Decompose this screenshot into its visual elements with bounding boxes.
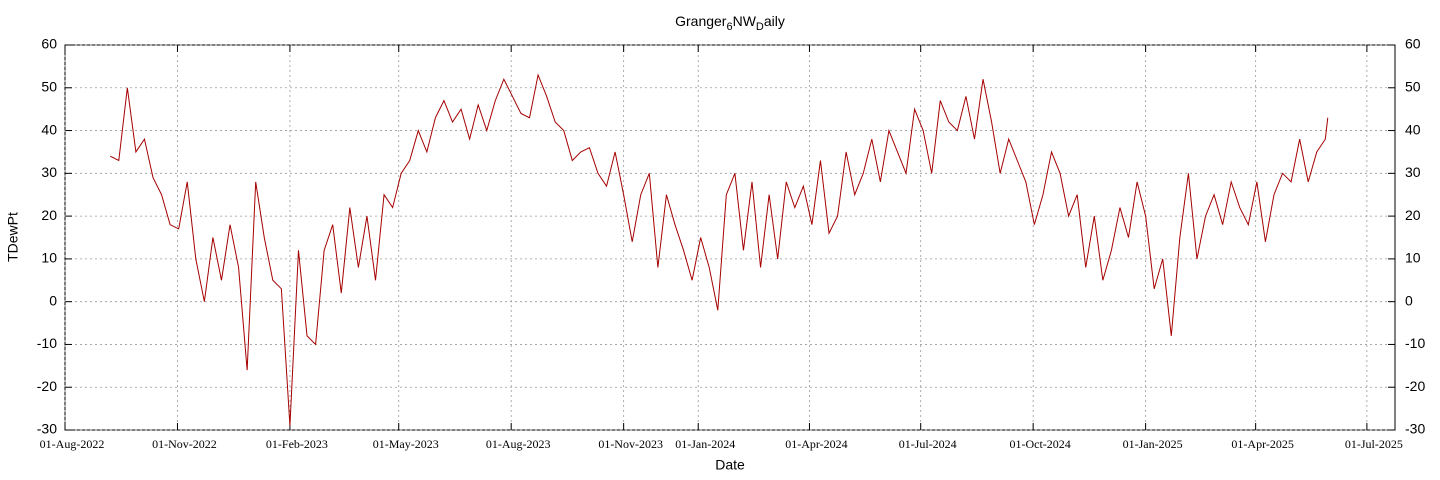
x-tick-label: 01-Feb-2023 — [266, 437, 328, 451]
y2-tick-label: 60 — [1405, 36, 1421, 52]
x-tick-label: 01-Nov-2023 — [598, 437, 663, 451]
x-tick-label: 01-Nov-2022 — [152, 437, 217, 451]
y-tick-label: 20 — [41, 207, 57, 223]
y-tick-label: 30 — [41, 164, 57, 180]
x-tick-label: 01-Aug-2023 — [486, 437, 551, 451]
y2-tick-label: 0 — [1405, 292, 1413, 308]
title-part: aily — [764, 13, 785, 29]
x-axis-label: Date — [715, 457, 745, 473]
title-part: Granger — [675, 13, 727, 29]
title-part: NW — [733, 13, 757, 29]
x-tick-label: 01-Aug-2022 — [40, 437, 105, 451]
x-tick-label: 01-Apr-2025 — [1231, 437, 1293, 451]
y-tick-label: -30 — [37, 421, 57, 437]
y2-tick-label: -10 — [1405, 335, 1425, 351]
x-tick-label: 01-Jan-2024 — [675, 437, 735, 451]
title-subscript: D — [756, 21, 764, 33]
x-tick-label: 01-Apr-2024 — [785, 437, 847, 451]
x-tick-label: 01-Oct-2024 — [1009, 437, 1070, 451]
y-tick-label: 10 — [41, 250, 57, 266]
y2-tick-label: 40 — [1405, 121, 1421, 137]
x-tick-label: 01-May-2023 — [373, 437, 439, 451]
data-line — [110, 73, 1329, 426]
y-tick-label: -10 — [37, 335, 57, 351]
title-subscript: 6 — [726, 21, 732, 33]
y-tick-label: 40 — [41, 121, 57, 137]
y2-tick-label: 20 — [1405, 207, 1421, 223]
y2-tick-label: 30 — [1405, 164, 1421, 180]
x-tick-label: 01-Jan-2025 — [1123, 437, 1183, 451]
x-tick-label: 01-Jul-2025 — [1345, 437, 1403, 451]
y-tick-label: 50 — [41, 78, 57, 94]
y2-tick-label: 10 — [1405, 250, 1421, 266]
y-axis-label: TDewPt — [5, 212, 21, 262]
y2-tick-label: -20 — [1405, 378, 1425, 394]
x-tick-label: 01-Jul-2024 — [899, 437, 957, 451]
y2-tick-label: -30 — [1405, 421, 1425, 437]
chart-title: Granger6NWDaily — [675, 13, 785, 33]
y2-tick-label: 50 — [1405, 78, 1421, 94]
y-tick-label: 0 — [49, 292, 57, 308]
y-tick-label: 60 — [41, 36, 57, 52]
y-tick-label: -20 — [37, 378, 57, 394]
